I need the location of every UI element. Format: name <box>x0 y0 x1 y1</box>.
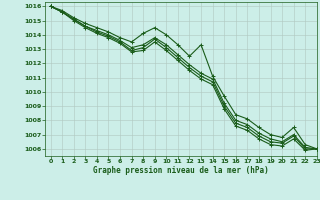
X-axis label: Graphe pression niveau de la mer (hPa): Graphe pression niveau de la mer (hPa) <box>93 166 269 175</box>
